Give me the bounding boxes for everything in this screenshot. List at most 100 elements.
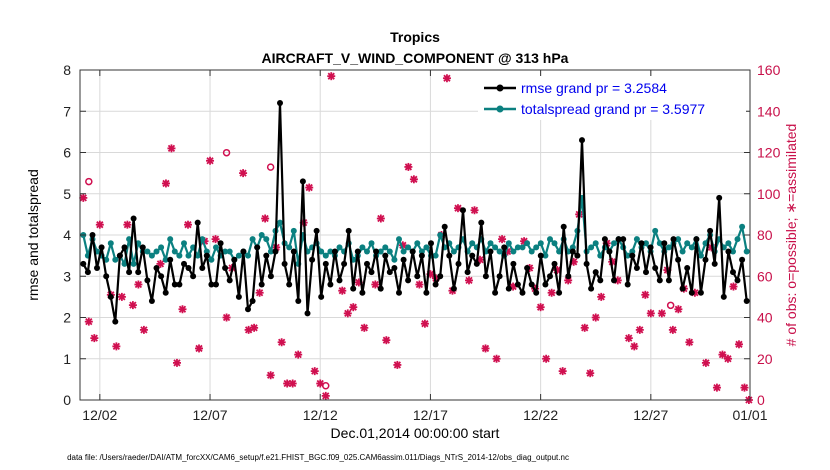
- totalspread-point: [496, 248, 503, 255]
- obs-assimilated-marker: [591, 313, 600, 322]
- rmse-point: [203, 252, 210, 259]
- rmse-point: [396, 289, 402, 296]
- totalspread-point: [245, 252, 251, 259]
- totalspread-point: [487, 240, 494, 247]
- rmse-point: [579, 137, 585, 144]
- obs-assimilated-marker: [409, 175, 418, 184]
- totalspread-point: [364, 248, 370, 255]
- obs-assimilated-marker: [277, 338, 286, 347]
- obs-assimilated-marker: [294, 350, 303, 359]
- obs-assimilated-marker: [266, 371, 275, 380]
- totalspread-point: [148, 252, 155, 259]
- obs-assimilated-marker: [305, 183, 314, 192]
- obs-assimilated-marker: [161, 179, 170, 188]
- rmse-point: [601, 236, 608, 243]
- obs-assimilated-marker: [481, 344, 490, 353]
- obs-assimilated-marker: [420, 319, 429, 328]
- obs-assimilated-marker: [597, 292, 606, 301]
- obs-assimilated-marker: [123, 220, 132, 229]
- obs-assimilated-marker: [734, 340, 743, 349]
- rmse-point: [222, 265, 229, 271]
- totalspread-point: [514, 244, 521, 251]
- totalspread-point: [368, 240, 375, 247]
- totalspread-point: [199, 236, 206, 243]
- rmse-point: [162, 289, 169, 296]
- rmse-point: [400, 256, 407, 263]
- rmse-point: [537, 252, 544, 259]
- obs-assimilated-marker: [222, 313, 231, 322]
- totalspread-point: [588, 244, 595, 251]
- obs-assimilated-marker: [674, 305, 683, 314]
- rmse-point: [611, 277, 617, 284]
- rmse-point: [556, 289, 563, 296]
- obs-assimilated-marker: [718, 350, 727, 359]
- rmse-point: [354, 248, 361, 255]
- rmse-point: [144, 277, 151, 284]
- totalspread-point: [208, 256, 215, 263]
- rmse-point: [254, 244, 261, 251]
- rmse-point: [272, 248, 279, 255]
- obs-assimilated-marker: [630, 342, 639, 351]
- rmse-point: [446, 252, 453, 259]
- rmse-point: [318, 293, 325, 300]
- obs-assimilated-marker: [255, 288, 264, 297]
- totalspread-point: [322, 252, 329, 259]
- rmse-point: [290, 248, 297, 255]
- rmse-point: [697, 289, 704, 296]
- rmse-point: [569, 248, 576, 255]
- totalspread-point: [556, 248, 563, 255]
- rmse-point: [304, 310, 311, 317]
- y-tick-label: 3: [63, 268, 71, 284]
- totalspread-point: [286, 244, 293, 251]
- rmse-point: [313, 227, 320, 234]
- obs-assimilated-marker: [580, 323, 589, 332]
- obs-assimilated-marker: [740, 383, 749, 392]
- rmse-point: [194, 219, 201, 226]
- rmse-point: [391, 265, 398, 271]
- obs-assimilated-marker: [701, 358, 710, 367]
- rmse-point: [565, 273, 572, 280]
- rmse-point: [181, 260, 187, 267]
- rmse-point: [409, 248, 416, 255]
- totalspread-point: [158, 244, 165, 251]
- totalspread-point: [336, 244, 343, 251]
- rmse-point: [469, 252, 476, 259]
- rmse-point: [592, 269, 599, 276]
- rmse-point: [693, 236, 700, 243]
- obs-assimilated-marker: [536, 303, 545, 312]
- rmse-point: [341, 260, 348, 267]
- totalspread-point: [684, 240, 691, 247]
- rmse-point: [153, 265, 160, 271]
- totalspread-point: [533, 244, 540, 251]
- rmse-point: [707, 227, 714, 234]
- totalspread-point: [743, 248, 750, 255]
- totalspread-point: [418, 248, 425, 255]
- totalspread-point: [386, 248, 393, 255]
- rmse-point: [574, 252, 581, 259]
- obs-assimilated-marker: [453, 204, 462, 213]
- obs-assimilated-marker: [685, 338, 694, 347]
- y-tick-label: 7: [63, 103, 71, 119]
- y-right-tick-label: 160: [757, 62, 781, 78]
- y-tick-label: 5: [63, 186, 71, 202]
- rmse-point: [176, 281, 183, 288]
- rmse-point: [716, 194, 723, 201]
- y-right-tick-label: 120: [757, 145, 781, 161]
- y-tick-label: 1: [63, 351, 71, 367]
- obs-assimilated-marker: [624, 334, 633, 343]
- rmse-point: [620, 236, 627, 243]
- rmse-point: [116, 252, 123, 259]
- rmse-point: [364, 260, 370, 267]
- rmse-point: [112, 318, 119, 325]
- y-axis-label: rmse and totalspread: [25, 169, 41, 301]
- rmse-point: [702, 256, 709, 263]
- totalspread-point: [171, 248, 178, 255]
- rmse-point: [350, 285, 357, 292]
- obs-possible-marker: [85, 177, 93, 186]
- obs-assimilated-marker: [239, 169, 248, 178]
- rmse-point: [158, 273, 165, 280]
- totalspread-point: [450, 248, 457, 255]
- rmse-point: [606, 248, 613, 255]
- rmse-point: [720, 293, 727, 300]
